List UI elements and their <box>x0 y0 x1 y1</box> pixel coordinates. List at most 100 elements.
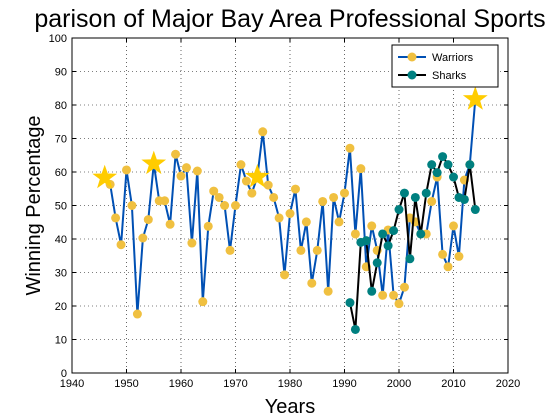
sharks-point <box>443 160 453 170</box>
sharks-point <box>378 229 388 239</box>
warriors-point <box>214 192 224 202</box>
sharks-point <box>459 194 469 204</box>
y-tick-label: 50 <box>55 201 67 213</box>
warriors-point <box>236 160 246 170</box>
warriors-point <box>258 127 268 137</box>
sharks-point <box>399 188 409 198</box>
sharks-point <box>421 188 431 198</box>
series-sharks <box>345 152 480 334</box>
sharks-point <box>470 205 480 215</box>
warriors-point <box>203 221 213 231</box>
warriors-point <box>280 270 290 280</box>
y-tick-label: 0 <box>61 368 67 380</box>
x-tick-label: 1990 <box>332 378 356 390</box>
warriors-point <box>454 251 464 261</box>
x-tick-label: 2020 <box>496 378 520 390</box>
warriors-point <box>323 286 333 296</box>
warriors-point <box>296 245 306 255</box>
warriors-point <box>220 201 230 210</box>
legend-entry-sharks: Sharks <box>398 70 467 82</box>
warriors-point <box>225 245 235 255</box>
warriors-point <box>171 149 181 159</box>
x-tick-label: 1940 <box>60 378 84 390</box>
x-tick-label: 1970 <box>223 378 247 390</box>
warriors-point <box>231 201 240 210</box>
sharks-point <box>367 286 377 296</box>
sharks-point <box>372 258 382 268</box>
warriors-point <box>143 215 153 225</box>
x-tick-label: 1950 <box>114 378 138 390</box>
warriors-point <box>312 245 322 255</box>
warriors-point <box>394 299 404 309</box>
warriors-point <box>127 201 137 210</box>
warriors-point <box>356 164 366 174</box>
sharks-point <box>345 298 355 308</box>
warriors-point <box>449 221 458 231</box>
chart-title: parison of Major Bay Area Professional S… <box>34 5 545 33</box>
warriors-point <box>290 184 300 194</box>
x-tick-label: 1960 <box>169 378 193 390</box>
sharks-point <box>394 205 404 215</box>
x-tick-label: 1980 <box>278 378 302 390</box>
warriors-point <box>334 217 344 227</box>
x-axis-label: Years <box>265 396 315 418</box>
highlights <box>92 86 488 189</box>
warriors-point <box>263 180 273 190</box>
warriors-point <box>181 163 191 173</box>
warriors-point <box>329 192 339 202</box>
highlight-star <box>141 150 167 175</box>
sharks-point <box>449 172 458 182</box>
warriors-point <box>274 213 284 223</box>
warriors-point <box>389 290 399 300</box>
warriors-point <box>399 282 409 292</box>
grid <box>72 38 508 373</box>
warriors-point <box>138 233 148 243</box>
warriors-point <box>345 143 355 153</box>
legend: Warriors Sharks <box>391 44 499 88</box>
warriors-point <box>176 171 186 181</box>
sharks-point <box>405 254 415 264</box>
y-tick-label: 30 <box>55 268 67 280</box>
warriors-point <box>427 196 437 206</box>
warriors-point <box>132 309 142 319</box>
legend-label: Sharks <box>432 70 467 82</box>
warriors-point <box>285 209 295 219</box>
highlight-star <box>92 164 118 189</box>
y-tick-label: 70 <box>55 134 67 146</box>
sharks-point <box>416 229 426 239</box>
legend-label: Warriors <box>432 52 474 64</box>
warriors-point <box>340 188 349 198</box>
warriors-point <box>116 240 126 250</box>
warriors-point <box>111 213 121 223</box>
x-tick-label: 2000 <box>387 378 411 390</box>
legend-swatch-marker <box>407 52 417 62</box>
y-tick-label: 40 <box>55 234 67 246</box>
y-tick-label: 20 <box>55 301 67 313</box>
warriors-point <box>443 262 453 272</box>
sharks-point <box>383 241 393 251</box>
y-tick-label: 80 <box>55 100 67 112</box>
sharks-point <box>427 160 437 170</box>
y-axis-label: Winning Percentage <box>23 115 45 295</box>
highlight-star <box>462 86 488 110</box>
warriors-point <box>192 166 202 176</box>
axis-ticks: 1940 1950 1960 1970 1980 1990 2000 2010 2020 0 10 2… <box>49 33 521 390</box>
legend-entry-warriors: Warriors <box>398 52 474 64</box>
sharks-point <box>410 192 420 202</box>
legend-swatch-marker <box>407 70 417 80</box>
warriors-point <box>301 217 311 227</box>
warriors-point <box>307 278 317 288</box>
warriors-point <box>187 238 197 248</box>
series <box>100 94 480 334</box>
warriors-point <box>241 176 251 186</box>
highlight-star <box>244 164 270 188</box>
warriors-point <box>378 290 388 300</box>
sharks-point <box>432 168 442 178</box>
warriors-point <box>438 249 448 259</box>
warriors-point <box>318 196 328 206</box>
x-tick-label: 2010 <box>441 378 465 390</box>
y-tick-label: 90 <box>55 67 67 79</box>
warriors-point <box>160 196 170 206</box>
warriors-point <box>350 229 360 239</box>
